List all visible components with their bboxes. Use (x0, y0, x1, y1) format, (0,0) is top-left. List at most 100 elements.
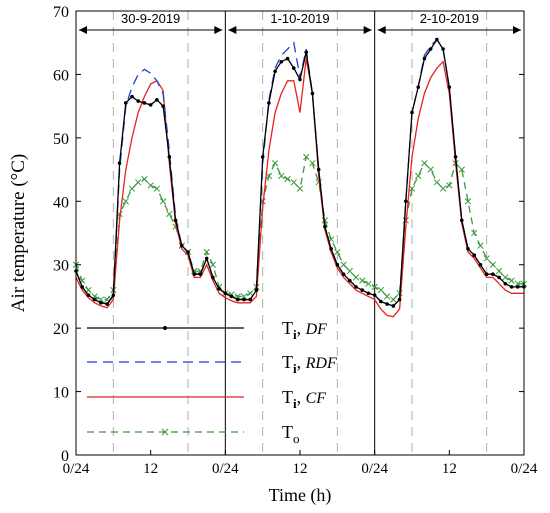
series-point-df (397, 297, 402, 302)
series-point-df (117, 161, 122, 166)
series-point-to (128, 185, 136, 192)
series-point-df (329, 247, 333, 251)
series-point-df (136, 99, 141, 103)
series-point-to (240, 293, 248, 300)
series-point-df (80, 285, 85, 289)
series-point-to (153, 185, 161, 192)
series-point-to (309, 160, 316, 167)
series-point-to (377, 286, 385, 294)
series-point-df (354, 285, 358, 289)
series-point-to (489, 261, 497, 268)
series-point-df (260, 155, 265, 159)
y-axis-label: Air temperature (°C) (8, 154, 29, 312)
series-point-to (122, 198, 129, 205)
x-tick-label: 12 (293, 461, 308, 477)
series-point-df (310, 91, 315, 96)
series-point-df (179, 243, 184, 248)
day-range-arrow-left (79, 26, 87, 34)
series-point-df (254, 288, 259, 292)
series-point-df (385, 302, 389, 306)
day-label: 2-10-2019 (420, 11, 479, 26)
series-point-to (421, 160, 428, 167)
series-point-df (459, 218, 464, 223)
series-point-df (192, 272, 197, 277)
series-point-df (211, 275, 215, 280)
series-point-to (141, 175, 148, 183)
series-point-to (477, 242, 484, 249)
legend-marker-to (161, 428, 169, 436)
series-point-to (433, 179, 441, 186)
y-tick-label: 10 (53, 385, 69, 402)
legend: Ti, DF Ti, RDF Ti, CF To (87, 318, 337, 446)
series-point-to (284, 175, 291, 183)
series-point-df (86, 293, 91, 297)
series-point-to (296, 185, 304, 192)
series-point-to (271, 160, 279, 167)
series-point-to (390, 296, 397, 303)
x-tick-label: 12 (442, 461, 457, 477)
series-point-to (365, 280, 372, 287)
series-point-df (503, 281, 508, 286)
gridlines (112, 11, 488, 455)
series-point-df (267, 101, 271, 105)
x-tick-label: 0/24 (63, 461, 90, 477)
series-point-df (279, 59, 284, 64)
series-point-df (484, 272, 489, 277)
series-point-df (198, 272, 203, 277)
series-point-to (359, 277, 366, 284)
series-point-to (439, 185, 447, 192)
series-point-df (186, 250, 190, 254)
series-lines (72, 37, 528, 318)
series-point-df (229, 294, 234, 299)
series-point-df (242, 297, 246, 302)
series-point-df (92, 297, 97, 302)
day-range-arrow-left (228, 26, 237, 34)
axis-ticks: 0 10 20 30 40 50 60 70 0/24 12 0/24 12 0/24 12 0/24 (53, 4, 538, 477)
series-point-df (515, 285, 520, 289)
series-point-to (383, 293, 391, 300)
series-point-df (428, 47, 433, 51)
series-point-to (203, 248, 210, 256)
series-point-to (495, 267, 503, 275)
series-point-to (346, 267, 353, 275)
series-point-df (335, 262, 340, 267)
y-tick-label: 0 (61, 448, 69, 465)
legend-label-df: Ti, DF (282, 318, 327, 342)
legend-label-rdf: Ti, RDF (282, 352, 337, 376)
series-point-df (360, 288, 365, 292)
series-point-df (217, 287, 221, 291)
y-tick-label: 30 (53, 258, 69, 275)
series-point-df (435, 37, 439, 42)
series-point-to (334, 248, 341, 256)
series-point-df (422, 56, 427, 61)
series-point-to (464, 198, 472, 205)
series-point-df (155, 98, 159, 102)
series-point-df (379, 299, 383, 304)
series-point-df (304, 50, 309, 55)
x-tick-label: 12 (143, 461, 158, 477)
series-point-df (497, 275, 501, 280)
series-point-to (340, 261, 347, 268)
series-point-to (135, 179, 142, 186)
series-point-df (323, 224, 327, 229)
series-point-df (142, 101, 147, 105)
series-point-df (416, 85, 421, 89)
series-point-df (111, 293, 116, 297)
series-point-df (204, 256, 209, 261)
series-point-to (408, 185, 416, 192)
series-point-to (502, 274, 509, 281)
series-point-df (161, 104, 165, 108)
series-point-df (291, 66, 296, 70)
series-point-to (247, 290, 254, 297)
series-point-df (273, 69, 277, 74)
series-point-df (223, 291, 228, 296)
day-range-arrow-left (377, 26, 386, 34)
series-point-to (446, 182, 453, 189)
series-point-df (403, 199, 408, 204)
series-point-df (123, 101, 128, 105)
series-point-to (265, 172, 273, 180)
series-point-df (466, 247, 470, 251)
series-point-df (410, 110, 414, 115)
series-point-to (514, 280, 521, 287)
series-point-df (366, 291, 371, 296)
